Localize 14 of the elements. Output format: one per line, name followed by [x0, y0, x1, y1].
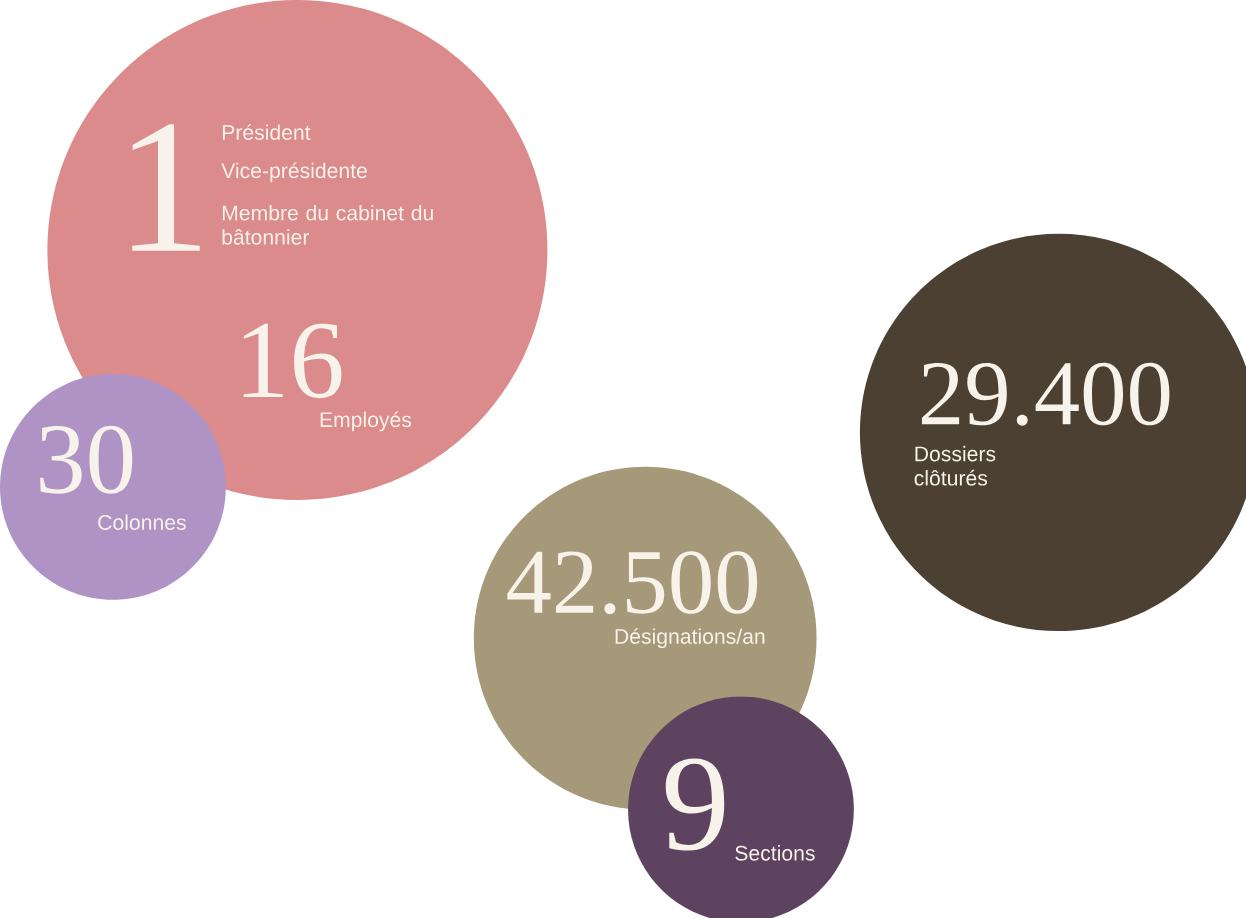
category-label: Désignations/an [615, 627, 765, 648]
text: Vice-présidente [221, 162, 367, 183]
category-label: Dossiers clôturés [914, 445, 996, 486]
category-label: Président [222, 123, 311, 140]
data-label: 9 [665, 758, 725, 851]
data-label: 29.400 [921, 362, 1170, 426]
category-label: Sections [735, 844, 815, 861]
data-label: 16 [243, 323, 342, 398]
data-label: 42.500 [507, 550, 758, 614]
category-label: Employés [320, 411, 412, 432]
text: Membre du cabinet du bâtonnier [222, 204, 433, 245]
data-label: 1 [132, 124, 200, 251]
data-label: 30 [40, 425, 133, 494]
category-label: Colonnes [98, 514, 186, 530]
